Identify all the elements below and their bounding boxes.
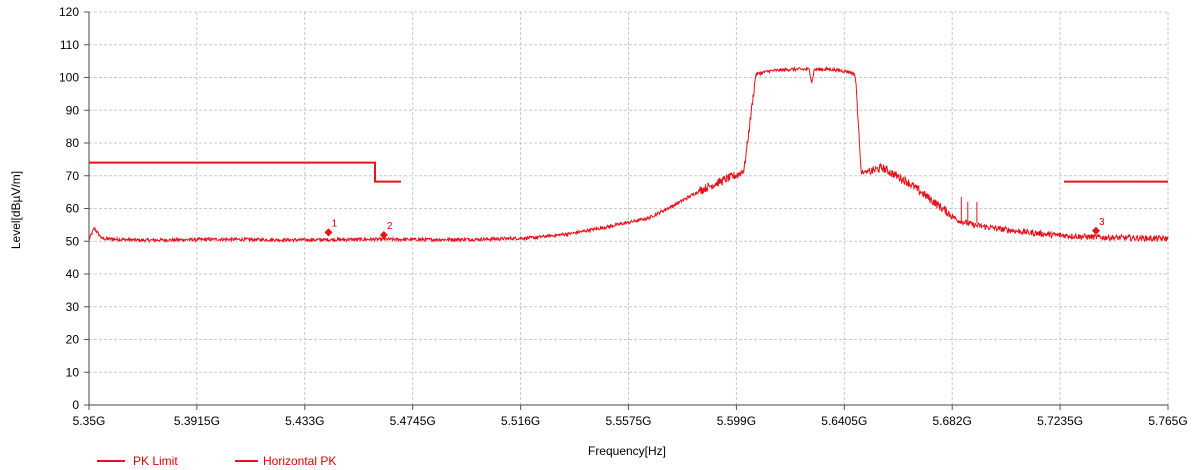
x-tick-label: 5.516G <box>501 414 540 428</box>
y-tick-label: 120 <box>59 5 79 19</box>
traces <box>88 65 1169 244</box>
y-tick-label: 60 <box>66 202 80 216</box>
y-axis-title: Level[dBµV/m] <box>9 171 23 249</box>
pk-limit-line <box>89 161 401 183</box>
x-tick-label: 5.682G <box>933 414 972 428</box>
y-tick-label: 110 <box>60 38 79 52</box>
x-tick-label: 5.4745G <box>390 414 436 428</box>
grid <box>88 11 1169 405</box>
marker-label: 2 <box>387 221 393 232</box>
y-tick-label: 90 <box>66 103 80 117</box>
y-tick-label: 20 <box>66 333 80 347</box>
y-tick-label: 30 <box>66 300 80 314</box>
x-tick-label: 5.35G <box>73 414 106 428</box>
y-tick-label: 70 <box>66 169 80 183</box>
marker-diamond <box>1091 226 1100 235</box>
tick-labels: 0 10 20 30 40 50 60 70 80 90 100 110 120 5.35G 5.3915G… <box>59 5 1188 428</box>
x-tick-label: 5.7235G <box>1037 414 1083 428</box>
y-tick-label: 100 <box>59 71 79 85</box>
legend-label-pk-limit: PK Limit <box>133 454 178 468</box>
legend-label-horizontal-pk: Horizontal PK <box>263 454 336 468</box>
y-tick-label: 50 <box>66 234 80 248</box>
marker-label: 1 <box>331 218 337 229</box>
x-tick-label: 5.6405G <box>821 414 867 428</box>
x-tick-label: 5.5575G <box>605 414 651 428</box>
axes <box>84 11 1169 410</box>
marker-diamond <box>379 231 388 240</box>
legend: PK Limit Horizontal PK <box>97 454 336 468</box>
markers: 1 2 3 <box>324 217 1105 240</box>
y-tick-label: 40 <box>66 267 80 281</box>
x-axis-title: Frequency[Hz] <box>588 444 666 458</box>
x-tick-label: 5.599G <box>717 414 756 428</box>
y-tick-label: 10 <box>66 365 80 379</box>
x-tick-label: 5.433G <box>285 414 324 428</box>
marker-label: 3 <box>1099 217 1105 228</box>
x-tick-label: 5.765G <box>1148 414 1187 428</box>
y-tick-label: 80 <box>66 136 80 150</box>
y-tick-label: 0 <box>72 398 79 412</box>
x-tick-label: 5.3915G <box>174 414 220 428</box>
horizontal-pk-trace <box>88 65 1169 244</box>
marker-diamond <box>324 228 333 237</box>
